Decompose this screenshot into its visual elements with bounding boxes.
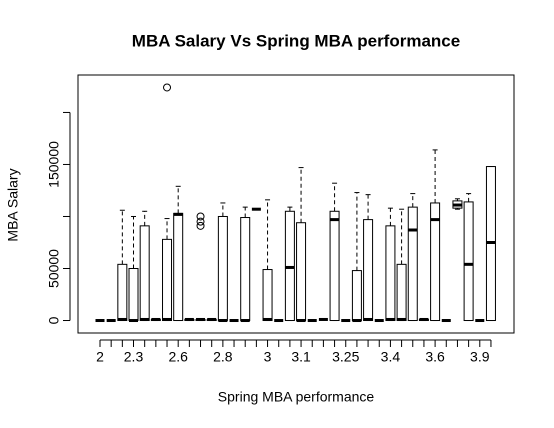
outlier [196,212,205,221]
y-tick-label: 50000 [46,249,62,288]
box [162,238,173,322]
box [240,217,251,322]
box [139,225,150,322]
chart-title: MBA Salary Vs Spring MBA performance [132,31,460,50]
x-tick-label: 3.25 [332,349,359,365]
box [262,269,273,322]
box [284,210,295,322]
box [363,219,374,322]
box [217,215,228,322]
x-tick-label: 3.6 [425,349,445,365]
box [173,212,184,322]
box [430,202,441,322]
box [396,263,407,322]
x-tick-label: 2 [96,349,104,365]
box [463,201,474,322]
box [329,210,340,322]
x-tick-label: 2.3 [124,349,144,365]
x-axis-label: Spring MBA performance [218,389,375,405]
x-tick-label: 3.1 [291,349,311,365]
box [385,225,396,322]
y-axis-label: MBA Salary [5,168,21,241]
outlier [196,217,205,226]
box [296,222,307,322]
x-tick-label: 3 [264,349,272,365]
outlier [163,83,172,92]
box [128,268,139,322]
x-tick-label: 3.4 [381,349,401,365]
outlier [196,221,205,230]
y-tick-label: 150000 [46,141,62,188]
box [351,270,362,322]
x-tick-label: 2.6 [168,349,188,365]
x-tick-label: 2.8 [213,349,233,365]
y-tick-label: 0 [46,316,62,324]
box [407,206,418,322]
box [117,263,128,322]
plot-frame [77,74,515,334]
x-tick-label: 3.9 [470,349,490,365]
